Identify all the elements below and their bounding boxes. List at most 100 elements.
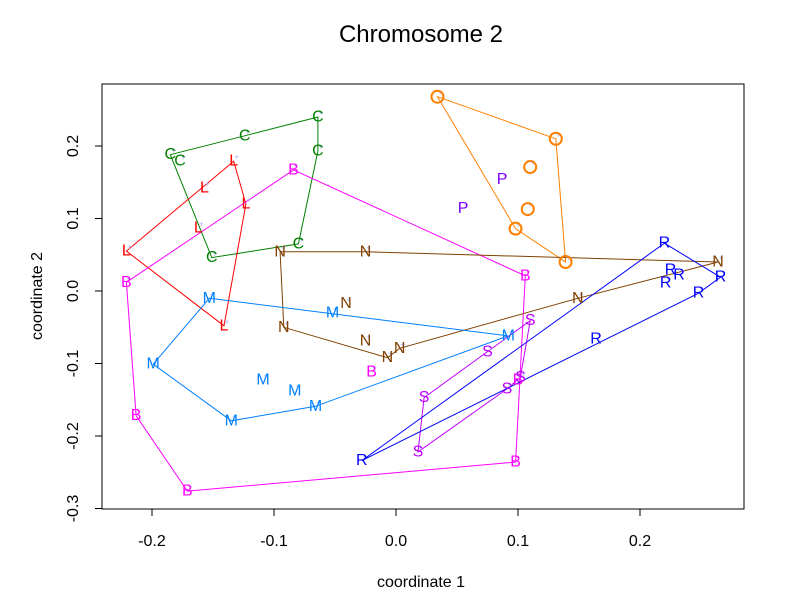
point-marker: + bbox=[516, 454, 521, 463]
point-O bbox=[520, 202, 535, 217]
point-marker: + bbox=[299, 235, 304, 244]
point-marker: + bbox=[333, 304, 338, 313]
point-C: C bbox=[293, 235, 305, 252]
point-R: R bbox=[693, 285, 705, 302]
y-tick-label: -0.2 bbox=[65, 422, 82, 450]
point-marker: + bbox=[366, 243, 371, 252]
point-marker: + bbox=[232, 412, 237, 421]
point-marker: + bbox=[578, 290, 583, 299]
point-marker: + bbox=[205, 180, 210, 189]
point-O bbox=[558, 255, 573, 269]
point-O bbox=[548, 131, 563, 146]
point-R: R bbox=[659, 235, 671, 252]
x-tick-label: -0.1 bbox=[260, 533, 288, 550]
hull-C bbox=[169, 116, 319, 259]
point-C: C bbox=[206, 249, 218, 266]
point-marker: + bbox=[400, 340, 405, 349]
point-marker: + bbox=[264, 372, 269, 381]
point-R: R bbox=[660, 275, 672, 292]
point-marker: + bbox=[488, 343, 493, 352]
point-N: N bbox=[274, 243, 286, 260]
point-marker: + bbox=[154, 356, 159, 365]
point-marker: + bbox=[680, 267, 685, 276]
y-axis-label: coordinate 2 bbox=[29, 252, 46, 340]
point-marker: + bbox=[464, 200, 469, 209]
x-tick-label: -0.2 bbox=[138, 533, 166, 550]
hull-B bbox=[125, 169, 526, 492]
hull-O bbox=[436, 95, 567, 263]
point-marker: + bbox=[127, 243, 132, 252]
point-P: P bbox=[458, 200, 469, 217]
point-L: L bbox=[200, 180, 209, 197]
point-marker: + bbox=[188, 483, 193, 492]
point-marker: + bbox=[210, 290, 215, 299]
point-C: C bbox=[239, 127, 251, 144]
point-M: M bbox=[203, 290, 216, 307]
point-marker: + bbox=[284, 319, 289, 328]
point-M: M bbox=[147, 356, 160, 373]
point-marker: + bbox=[719, 254, 724, 263]
point-marker: + bbox=[171, 146, 176, 155]
point-marker: + bbox=[671, 261, 676, 270]
point-marker: + bbox=[509, 327, 514, 336]
point-M: M bbox=[326, 304, 339, 321]
point-marker: + bbox=[234, 153, 239, 162]
point-L: L bbox=[229, 153, 238, 170]
point-N: N bbox=[278, 319, 290, 336]
chart-title: Chromosome 2 bbox=[339, 21, 503, 48]
point-R: R bbox=[590, 330, 602, 347]
point-marker: + bbox=[295, 383, 300, 392]
point-L: L bbox=[194, 219, 203, 236]
point-M: M bbox=[309, 398, 322, 415]
points-layer: +C+C+C +C+C+C+C+L+L+L+L+L+L+B+B+B+B+B+B+B… bbox=[121, 88, 726, 499]
point-marker: + bbox=[247, 196, 252, 205]
point-marker: + bbox=[388, 349, 393, 358]
point-O bbox=[508, 221, 523, 236]
point-marker: + bbox=[526, 267, 531, 276]
point-B: B bbox=[131, 407, 142, 424]
y-tick-label: -0.1 bbox=[65, 350, 82, 378]
y-tick-label: 0.1 bbox=[65, 207, 82, 229]
x-tick-label: 0.1 bbox=[507, 533, 529, 550]
point-marker: + bbox=[347, 295, 352, 304]
point-R: R bbox=[715, 269, 727, 286]
point-marker: + bbox=[225, 317, 230, 326]
point-marker: + bbox=[127, 274, 132, 283]
point-C: C bbox=[312, 109, 324, 126]
point-M: M bbox=[288, 383, 301, 400]
point-B: B bbox=[182, 483, 193, 500]
point-marker: + bbox=[699, 285, 704, 294]
point-B: B bbox=[513, 372, 524, 389]
point-marker: + bbox=[316, 398, 321, 407]
point-P: P bbox=[497, 171, 508, 188]
point-marker: + bbox=[508, 380, 513, 389]
point-marker: + bbox=[199, 219, 204, 228]
point-N: N bbox=[382, 349, 394, 366]
point-L: L bbox=[241, 196, 250, 213]
point-R: R bbox=[356, 452, 368, 469]
hull-L bbox=[125, 160, 247, 327]
point-marker: + bbox=[531, 312, 536, 321]
point-B: B bbox=[121, 274, 132, 291]
point-marker: + bbox=[281, 243, 286, 252]
point-O bbox=[430, 89, 445, 104]
point-B: B bbox=[520, 267, 531, 284]
point-marker: + bbox=[372, 364, 377, 373]
point-B: B bbox=[288, 161, 299, 178]
hull-M bbox=[152, 297, 509, 422]
point-M: M bbox=[256, 372, 269, 389]
point-marker: + bbox=[519, 372, 524, 381]
point-marker: + bbox=[665, 235, 670, 244]
plot-frame bbox=[101, 83, 745, 510]
point-marker: + bbox=[521, 369, 526, 378]
point-C: C bbox=[165, 146, 177, 163]
point-marker: + bbox=[363, 452, 368, 461]
point-L: L bbox=[122, 243, 131, 260]
point-N: N bbox=[712, 254, 724, 271]
point-marker: + bbox=[319, 109, 324, 118]
point-S: S bbox=[515, 369, 526, 386]
point-marker: + bbox=[503, 171, 508, 180]
point-B: B bbox=[366, 364, 377, 381]
x-tick-label: 0.2 bbox=[629, 533, 651, 550]
